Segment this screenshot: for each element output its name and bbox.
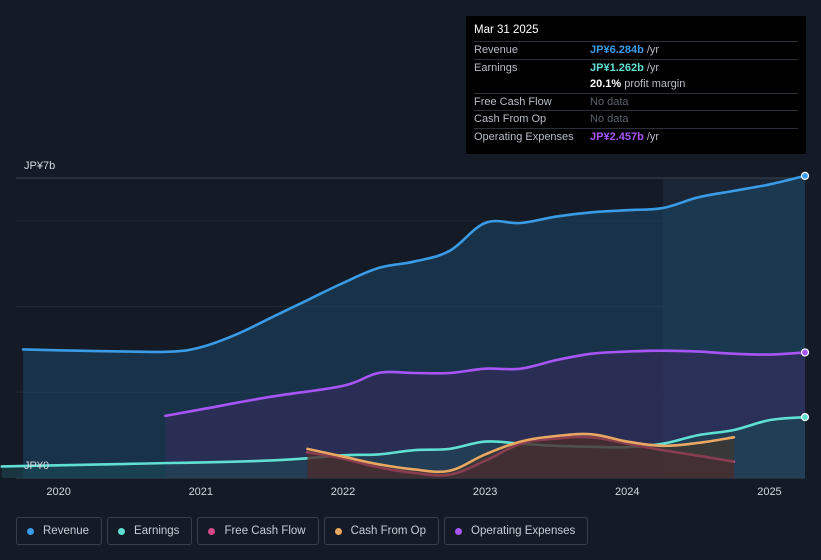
legend-item-cash-from-op[interactable]: Cash From Op bbox=[323, 517, 440, 545]
legend-dot-icon bbox=[208, 527, 216, 535]
x-tick-label: 2020 bbox=[46, 486, 70, 498]
legend-item-revenue[interactable]: Revenue bbox=[16, 517, 103, 545]
earnings-line bbox=[0, 415, 807, 468]
x-tick-label: 2021 bbox=[189, 486, 213, 498]
tooltip-row-value: JP¥1.262b bbox=[590, 61, 644, 74]
x-tick-label: 2022 bbox=[331, 486, 355, 498]
tooltip-row-label: Revenue bbox=[474, 44, 519, 57]
tooltip-row-free-cash-flow: Free Cash Flow No data bbox=[474, 92, 798, 111]
revenue-end-marker[interactable] bbox=[800, 171, 810, 180]
earnings-end-marker[interactable] bbox=[800, 413, 810, 422]
legend-item-earnings[interactable]: Earnings bbox=[107, 517, 193, 545]
tooltip-row-unit: /yr bbox=[646, 44, 660, 57]
operating-expenses-end-marker[interactable] bbox=[800, 348, 810, 357]
x-tick-label: 2023 bbox=[473, 486, 497, 498]
tooltip-row-value: No data bbox=[590, 113, 629, 126]
y-axis-bottom-label: JP¥0 bbox=[24, 460, 50, 472]
legend-item-label: Earnings bbox=[134, 525, 180, 537]
operating-expenses-line bbox=[163, 349, 807, 418]
tooltip-row-label: Earnings bbox=[474, 61, 518, 74]
legend-dot-icon bbox=[27, 527, 34, 535]
cash-from-op-line bbox=[306, 432, 736, 474]
legend: Revenue Earnings Free Cash Flow Cash From O… bbox=[16, 517, 589, 545]
tooltip-row-value: No data bbox=[590, 95, 629, 108]
tooltip-row-profit-margin: 20.1% profit margin bbox=[474, 76, 798, 93]
tooltip-row-cash-from-op: Cash From Op No data bbox=[474, 110, 798, 128]
x-tick-label: 2024 bbox=[615, 486, 639, 498]
tooltip-row-unit: /yr bbox=[646, 130, 660, 143]
tooltip-row-value: JP¥2.457b bbox=[590, 130, 644, 143]
tooltip-row-value: 20.1% bbox=[590, 78, 622, 91]
tooltip-row-label: Cash From Op bbox=[474, 113, 547, 126]
legend-item-label: Cash From Op bbox=[350, 525, 427, 537]
legend-item-label: Revenue bbox=[43, 525, 90, 537]
y-axis-top-label: JP¥7b bbox=[24, 160, 56, 172]
tooltip-row-unit: profit margin bbox=[624, 78, 686, 91]
legend-item-free-cash-flow[interactable]: Free Cash Flow bbox=[197, 517, 319, 545]
legend-dot-icon bbox=[455, 527, 463, 535]
revenue-line bbox=[21, 174, 807, 354]
tooltip-row-value: JP¥6.284b bbox=[590, 44, 644, 57]
tooltip-row-label: Free Cash Flow bbox=[474, 95, 552, 108]
legend-item-operating-expenses[interactable]: Operating Expenses bbox=[444, 517, 589, 545]
tooltip-row-operating-expenses: Operating Expenses JP¥2.457b/yr bbox=[474, 127, 798, 146]
legend-item-label: Operating Expenses bbox=[471, 525, 576, 537]
tooltip-date: Mar 31 2025 bbox=[474, 24, 539, 36]
legend-dot-icon bbox=[334, 527, 342, 535]
legend-dot-icon bbox=[118, 527, 126, 535]
x-tick-label: 2025 bbox=[757, 486, 781, 498]
tooltip-panel: Mar 31 2025 Revenue JP¥6.284b/yr Earnings J… bbox=[466, 16, 806, 154]
legend-item-label: Free Cash Flow bbox=[224, 525, 306, 537]
tooltip-row-revenue: Revenue JP¥6.284b/yr bbox=[474, 41, 798, 59]
tooltip-row-label: Operating Expenses bbox=[474, 130, 574, 143]
tooltip-row-earnings: Earnings JP¥1.262b/yr bbox=[474, 58, 798, 77]
cash-from-op-area bbox=[307, 433, 734, 478]
tooltip-row-unit: /yr bbox=[646, 61, 660, 74]
